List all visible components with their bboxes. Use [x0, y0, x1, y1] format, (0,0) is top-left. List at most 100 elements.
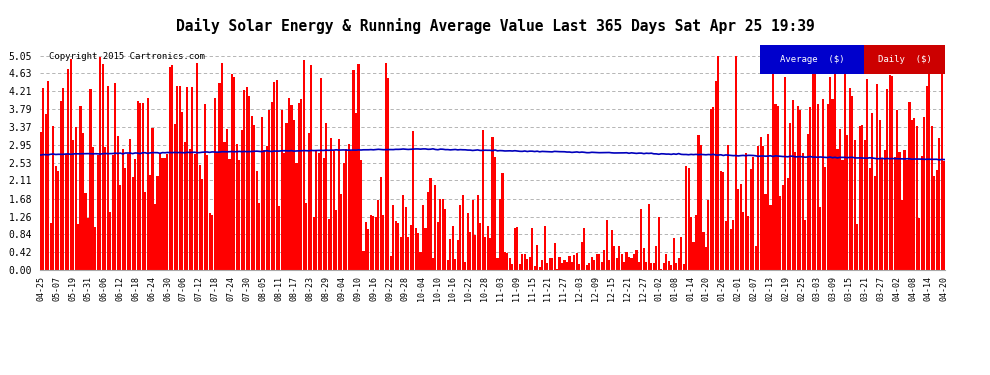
Bar [561, 263, 563, 270]
Bar [201, 179, 203, 270]
Bar [179, 86, 181, 270]
Bar [703, 232, 705, 270]
Bar [884, 150, 886, 270]
Bar [320, 78, 323, 270]
FancyBboxPatch shape [759, 45, 864, 74]
Bar [730, 229, 732, 270]
Bar [943, 161, 945, 270]
Bar [740, 184, 742, 270]
Bar [174, 124, 176, 270]
Bar [665, 254, 667, 270]
Bar [829, 77, 831, 270]
Bar [469, 232, 471, 270]
Bar [127, 154, 129, 270]
Bar [139, 104, 142, 270]
Bar [573, 255, 575, 270]
Bar [355, 114, 357, 270]
Bar [494, 157, 496, 270]
Bar [675, 263, 677, 270]
Bar [514, 228, 516, 270]
Bar [799, 110, 801, 270]
Bar [94, 227, 96, 270]
Bar [891, 76, 893, 270]
Bar [645, 262, 647, 270]
Bar [456, 240, 458, 270]
Bar [814, 70, 816, 270]
Bar [397, 223, 399, 270]
Bar [189, 149, 191, 270]
Bar [563, 260, 565, 270]
Bar [774, 104, 776, 270]
Bar [77, 224, 79, 270]
Bar [906, 160, 908, 270]
Bar [186, 87, 188, 270]
Bar [445, 209, 446, 270]
Bar [92, 147, 94, 270]
Bar [539, 267, 541, 270]
Bar [275, 80, 277, 270]
Bar [372, 216, 374, 270]
Bar [534, 266, 536, 270]
Bar [603, 250, 605, 270]
Bar [677, 258, 680, 270]
Bar [522, 254, 524, 270]
Bar [856, 224, 858, 270]
Bar [762, 146, 764, 270]
Bar [248, 96, 250, 270]
Bar [909, 102, 911, 270]
Bar [720, 171, 722, 270]
Bar [263, 150, 265, 270]
Bar [939, 138, 940, 270]
Bar [204, 105, 206, 270]
Bar [347, 144, 349, 270]
Bar [792, 100, 794, 270]
Bar [652, 263, 655, 270]
Bar [876, 84, 878, 270]
Bar [226, 129, 228, 270]
Bar [832, 99, 834, 270]
Bar [650, 262, 652, 270]
Bar [422, 205, 424, 270]
Bar [779, 196, 781, 270]
Bar [224, 142, 226, 270]
Bar [486, 226, 489, 270]
Bar [715, 81, 717, 270]
Bar [405, 207, 407, 270]
Text: Copyright 2015 Cartronics.com: Copyright 2015 Cartronics.com [49, 52, 205, 61]
Bar [846, 135, 848, 270]
Bar [532, 228, 534, 270]
Bar [400, 237, 402, 270]
Bar [690, 217, 692, 270]
Bar [442, 199, 444, 270]
Bar [45, 114, 47, 270]
Bar [166, 154, 168, 270]
Bar [754, 246, 756, 270]
Bar [873, 176, 876, 270]
Bar [461, 195, 463, 270]
Bar [578, 264, 580, 270]
Bar [219, 83, 221, 270]
Bar [390, 256, 392, 270]
Bar [474, 235, 476, 270]
Bar [425, 228, 427, 270]
Bar [764, 195, 766, 270]
Bar [613, 246, 615, 270]
Bar [863, 140, 866, 270]
Bar [54, 166, 56, 270]
Bar [144, 192, 147, 270]
Bar [432, 258, 434, 270]
Bar [916, 126, 918, 270]
Bar [137, 100, 139, 270]
Bar [114, 83, 117, 270]
Bar [365, 222, 367, 270]
Bar [749, 170, 751, 270]
Bar [901, 200, 903, 270]
Text: Average  ($): Average ($) [779, 55, 844, 64]
Bar [921, 156, 923, 270]
Bar [568, 255, 570, 270]
Bar [718, 56, 720, 270]
FancyBboxPatch shape [864, 45, 945, 74]
Bar [772, 58, 774, 270]
Bar [159, 154, 161, 270]
Bar [244, 90, 246, 270]
